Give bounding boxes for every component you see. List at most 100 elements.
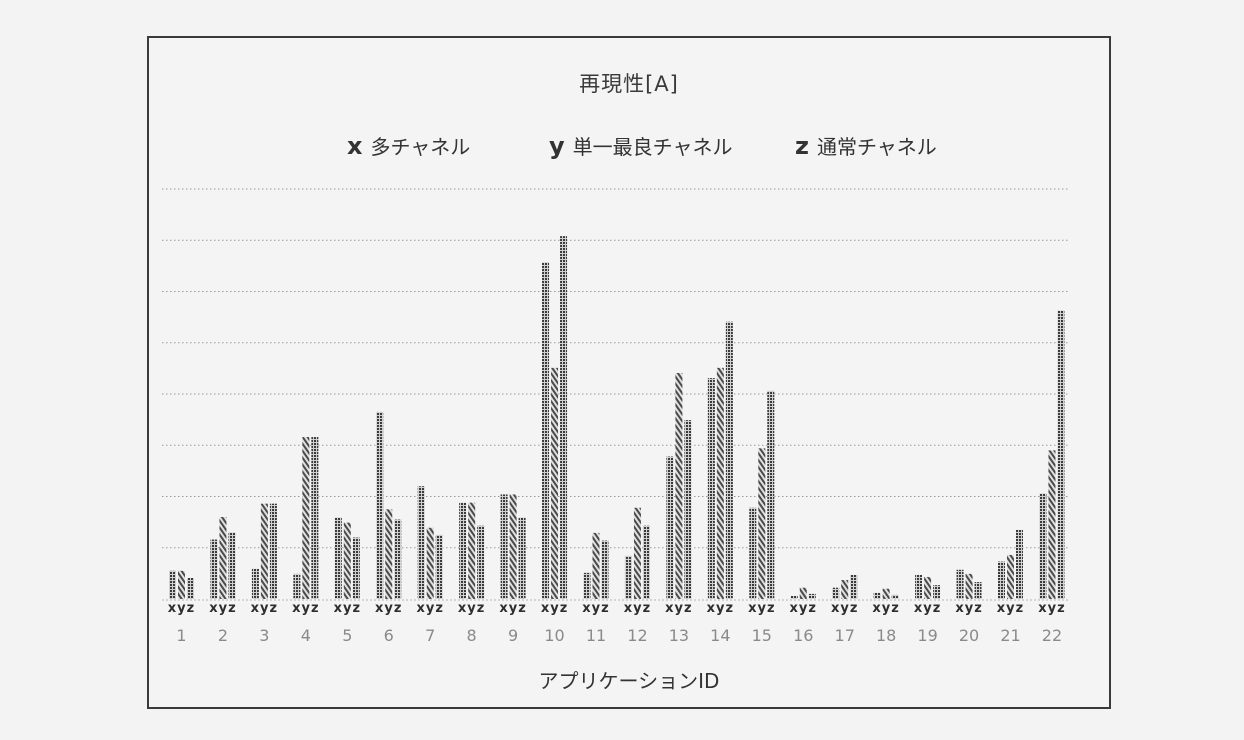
bar-x-app-6 (376, 412, 383, 599)
bar-x-app-10 (542, 262, 549, 599)
bar-y-app-10 (551, 368, 558, 599)
x-tick-label: 21 (1000, 626, 1020, 645)
bar-x-app-5 (335, 518, 342, 599)
bar-z-app-11 (602, 541, 609, 599)
bar-y-app-7 (427, 528, 434, 599)
x-tick-label: 18 (876, 626, 896, 645)
bar-z-app-7 (436, 535, 443, 599)
bar-sublabel: xyz (997, 601, 1024, 616)
bar-y-app-5 (344, 523, 351, 599)
x-tick-label: 4 (301, 626, 311, 645)
bar-x-app-21 (998, 562, 1005, 599)
bar-sublabel: xyz (790, 601, 817, 616)
bar-x-app-14 (708, 378, 715, 599)
x-tick-label: 8 (467, 626, 477, 645)
x-tick-label: 9 (508, 626, 518, 645)
bar-z-app-8 (477, 526, 484, 599)
bar-y-app-9 (510, 494, 517, 599)
x-tick-label: 16 (793, 626, 813, 645)
bar-y-app-18 (883, 589, 890, 599)
bar-x-app-13 (666, 457, 673, 599)
x-tick-label: 10 (544, 626, 564, 645)
bar-sublabel: xyz (872, 601, 899, 616)
bar-x-app-1 (169, 571, 176, 599)
bar-sublabel: xyz (168, 601, 195, 616)
bar-z-app-20 (975, 582, 982, 599)
bar-sublabel: xyz (665, 601, 692, 616)
bar-z-app-3 (270, 504, 277, 599)
bar-x-app-7 (418, 486, 425, 599)
bar-z-app-19 (933, 585, 940, 599)
x-tick-labels: 12345678910111213141516171819202122 (176, 626, 1062, 645)
bar-x-app-8 (459, 503, 466, 599)
bar-y-app-8 (468, 503, 475, 599)
bar-x-app-4 (293, 574, 300, 599)
x-tick-label: 5 (342, 626, 352, 645)
bar-y-app-1 (178, 571, 185, 599)
bar-sublabel: xyz (292, 601, 319, 616)
bar-sublabel: xyz (624, 601, 651, 616)
bar-sublabel: xyz (955, 601, 982, 616)
bar-sublabel: xyz (831, 601, 858, 616)
bar-z-app-12 (643, 526, 650, 599)
x-tick-label: 2 (218, 626, 228, 645)
bar-sublabel: xyz (334, 601, 361, 616)
bar-y-app-11 (593, 533, 600, 599)
bar-y-app-2 (219, 517, 226, 599)
bar-z-app-5 (353, 538, 360, 600)
x-tick-label: 14 (710, 626, 730, 645)
bar-y-app-15 (758, 448, 765, 599)
bar-z-app-14 (726, 322, 733, 599)
bar-y-app-16 (800, 588, 807, 599)
bar-y-app-20 (966, 574, 973, 599)
bar-x-app-3 (252, 569, 259, 599)
bar-y-app-12 (634, 508, 641, 599)
bar-sublabel: xyz (707, 601, 734, 616)
bar-z-app-4 (311, 437, 318, 599)
x-tick-label: 11 (586, 626, 606, 645)
bar-y-app-4 (302, 437, 309, 599)
bar-x-app-17 (832, 588, 839, 599)
bar-z-app-15 (767, 391, 774, 599)
bar-x-app-15 (749, 508, 756, 599)
bar-y-app-13 (675, 373, 682, 599)
bar-z-app-16 (809, 594, 816, 599)
bar-y-app-6 (385, 509, 392, 599)
bar-x-app-16 (791, 596, 798, 599)
bar-sublabel: xyz (458, 601, 485, 616)
bar-z-app-18 (892, 595, 899, 599)
bar-x-app-2 (210, 540, 217, 599)
bar-x-app-12 (625, 556, 632, 599)
x-axis-title: アプリケーションID (149, 665, 1109, 694)
x-tick-label: 15 (752, 626, 772, 645)
bar-sublabel: xyz (209, 601, 236, 616)
bar-x-app-11 (584, 573, 591, 599)
bar-y-app-22 (1048, 450, 1055, 599)
bar-z-app-13 (684, 420, 691, 599)
x-tick-label: 3 (259, 626, 269, 645)
bar-sublabel: xyz (251, 601, 278, 616)
bar-sublabel: xyz (582, 601, 609, 616)
bar-z-app-1 (187, 578, 194, 599)
plot-area: xyzxyzxyzxyzxyzxyzxyzxyzxyzxyzxyzxyzxyzx… (149, 38, 1109, 707)
bar-y-app-3 (261, 504, 268, 599)
bar-z-app-9 (519, 518, 526, 599)
bar-y-app-19 (924, 577, 931, 599)
x-tick-label: 1 (176, 626, 186, 645)
bar-z-app-22 (1057, 310, 1064, 599)
bar-sublabel: xyz (914, 601, 941, 616)
bar-sublabels: xyzxyzxyzxyzxyzxyzxyzxyzxyzxyzxyzxyzxyzx… (168, 601, 1066, 616)
x-tick-label: 22 (1042, 626, 1062, 645)
bar-x-app-20 (957, 570, 964, 599)
gridlines (162, 189, 1070, 600)
x-tick-label: 7 (425, 626, 435, 645)
bar-z-app-21 (1016, 530, 1023, 599)
x-tick-label: 17 (835, 626, 855, 645)
bar-z-app-10 (560, 236, 567, 599)
bar-sublabel: xyz (1038, 601, 1065, 616)
x-tick-label: 6 (384, 626, 394, 645)
bar-sublabel: xyz (416, 601, 443, 616)
bar-y-app-21 (1007, 555, 1014, 599)
bar-sublabel: xyz (748, 601, 775, 616)
bar-y-app-14 (717, 368, 724, 599)
